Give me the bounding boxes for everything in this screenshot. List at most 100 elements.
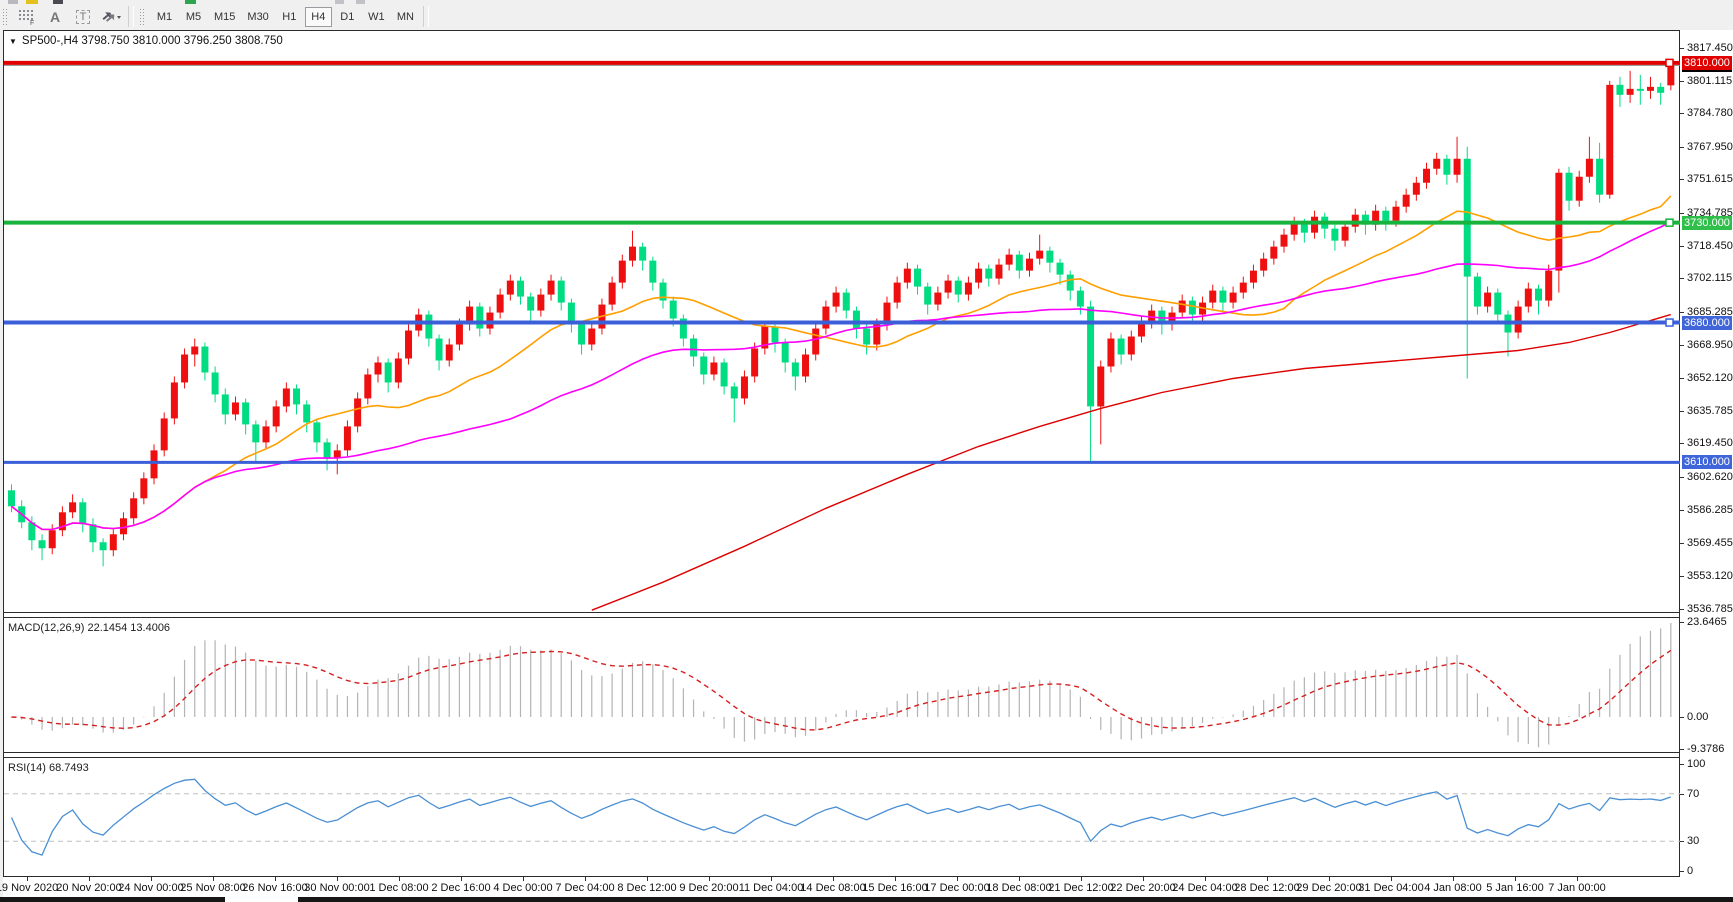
macd-panel-top-border [3, 617, 1733, 618]
candle-body [1270, 246, 1278, 259]
timeframe-button-m15[interactable]: M15 [214, 10, 236, 23]
level-line-handle[interactable] [1665, 58, 1674, 68]
clipped-icon-fragment [26, 0, 38, 4]
price-axis-tick [1680, 443, 1684, 445]
macd-histogram-bar [1222, 717, 1224, 718]
macd-histogram-bar [642, 661, 644, 717]
macd-histogram-bar [102, 717, 104, 733]
macd-histogram-bar [214, 640, 216, 717]
macd-histogram-bar [621, 668, 623, 717]
candle-body [191, 346, 199, 355]
candle-body [48, 530, 56, 549]
candle-body [1046, 250, 1054, 263]
chart-title-text: SP500-,H4 3798.750 3810.000 3796.250 380… [21, 35, 283, 47]
candle-body [832, 292, 840, 307]
candle-body [313, 422, 321, 443]
time-axis-label: 14 Dec 08:00 [800, 882, 866, 894]
macd-histogram-bar [550, 649, 552, 717]
candle-body [679, 318, 687, 339]
macd-histogram-bar [469, 652, 471, 717]
price-axis-tick [1680, 543, 1684, 545]
candle-body [608, 282, 616, 305]
price-axis-label: 3668.950 [1687, 338, 1733, 351]
toolbar-drag-grip[interactable] [2, 7, 9, 26]
macd-histogram-bar [967, 689, 970, 717]
candle-body [130, 498, 138, 519]
timeframe-button-w1[interactable]: W1 [368, 10, 385, 23]
price-axis-tick [1680, 608, 1684, 610]
candle-body [242, 402, 250, 425]
timeframe-button-group: M1 M5 M15 M30 H1 H4 D1 W1 MN [150, 6, 420, 27]
time-axis-tick [1081, 877, 1082, 881]
candle-body [1626, 88, 1634, 95]
candle-body [89, 524, 97, 543]
timeframe-button-m30[interactable]: M30 [247, 10, 269, 23]
macd-histogram-bar [815, 717, 817, 731]
macd-histogram-bar [1395, 670, 1397, 717]
time-axis-tick [89, 877, 90, 881]
macd-histogram-bar [1609, 668, 1611, 717]
timeframe-button-d1[interactable]: D1 [340, 10, 355, 23]
macd-histogram-bar [927, 692, 929, 717]
rsi-panel-top-border [3, 757, 1733, 758]
rsi-plot[interactable] [4, 758, 1680, 877]
level-line-handle[interactable] [1665, 218, 1674, 227]
macd-histogram-bar [1161, 717, 1163, 735]
time-axis-tick [213, 877, 214, 881]
candle-body [1107, 338, 1115, 367]
macd-histogram-bar [224, 644, 226, 717]
timeframe-button-m1[interactable]: M1 [156, 10, 173, 23]
candle-body [1473, 276, 1481, 307]
macd-histogram-bar [1303, 677, 1305, 717]
candle-body [1463, 158, 1471, 277]
macd-histogram-bar [92, 717, 94, 729]
text-label-icon[interactable]: A [49, 8, 61, 25]
timeframe-button-h1[interactable]: H1 [282, 10, 297, 23]
panel-separator[interactable] [3, 612, 1733, 613]
macd-histogram-bar [1497, 717, 1499, 722]
candle-body [1127, 336, 1135, 355]
panel-separator-2[interactable] [3, 752, 1733, 753]
dotted-grid-icon[interactable]: F [14, 6, 40, 27]
macd-histogram-bar [438, 658, 440, 717]
candle-body [578, 324, 586, 345]
price-axis-tick [1680, 378, 1684, 380]
level-line-handle[interactable] [1665, 318, 1674, 327]
macd-plot[interactable] [4, 618, 1680, 752]
candle-body [649, 260, 657, 283]
candle-body [893, 282, 901, 303]
clipped-icon-fragment [8, 0, 18, 4]
macd-axis-label: 23.6465 [1687, 616, 1727, 628]
macd-histogram-bar [591, 675, 593, 717]
candle-body [201, 346, 209, 373]
macd-histogram-bar [825, 717, 827, 723]
macd-histogram-bar [458, 656, 461, 717]
price-axis-label: 3602.620 [1687, 471, 1733, 484]
text-box-icon[interactable]: T [70, 6, 96, 27]
macd-histogram-bar [1039, 679, 1041, 717]
symbol-dropdown-icon[interactable]: ▼ [9, 36, 17, 46]
main-chart-plot[interactable] [4, 31, 1680, 612]
candle-body [58, 512, 66, 531]
macd-histogram-bar [1089, 717, 1092, 720]
macd-histogram-bar [122, 717, 125, 731]
price-axis-label: 3685.285 [1687, 305, 1733, 318]
time-axis-label: 7 Dec 04:00 [555, 882, 615, 894]
candle-body [1015, 254, 1023, 271]
price-axis[interactable]: 3817.450 3801.115 3784.780 3767.950 3751.615… [1680, 30, 1733, 897]
candle-body [231, 402, 239, 415]
time-axis-label: 19 Nov 2020 [0, 882, 59, 894]
macd-histogram-bar [234, 646, 237, 717]
macd-histogram-bar [631, 662, 634, 717]
timeframe-button-mn[interactable]: MN [396, 10, 414, 23]
macd-histogram-bar [1375, 669, 1377, 717]
timeframe-drag-grip[interactable] [139, 7, 146, 26]
candle-body [730, 386, 738, 399]
arrange-arrows-icon[interactable] [98, 6, 124, 27]
time-axis-label: 1 Dec 08:00 [369, 882, 429, 894]
time-axis[interactable]: 19 Nov 2020 20 Nov 20:00 24 Nov 00:00 25 No… [0, 877, 1733, 897]
timeframe-button-m5[interactable]: M5 [185, 10, 202, 23]
time-axis-tick [1019, 877, 1020, 881]
timeframe-button-h4[interactable]: H4 [304, 6, 332, 27]
time-axis-tick [833, 877, 834, 881]
